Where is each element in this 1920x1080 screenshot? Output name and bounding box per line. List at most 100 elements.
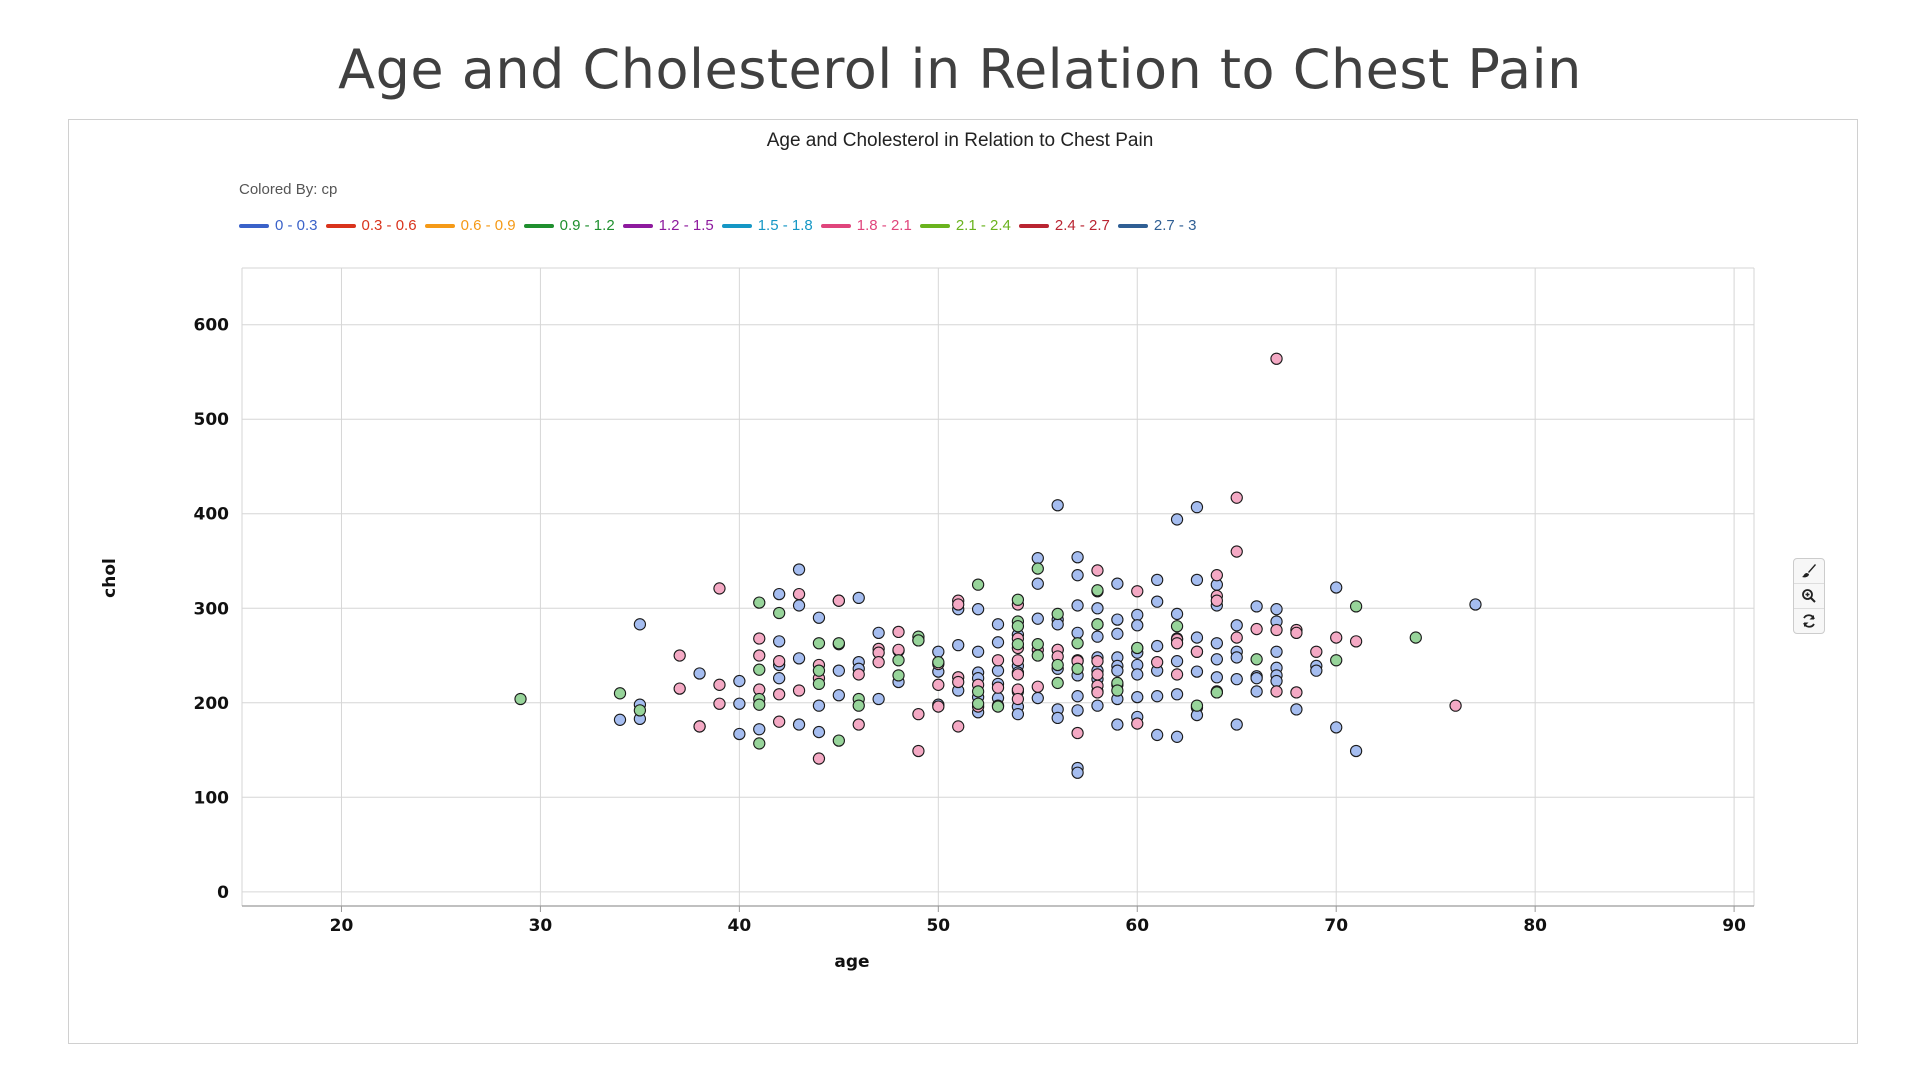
- data-point: [1031, 577, 1044, 590]
- x-tick-label: 60: [1125, 916, 1149, 936]
- data-point: [1151, 639, 1164, 653]
- data-point: [1170, 655, 1184, 668]
- x-axis-label: age: [834, 952, 869, 972]
- data-point: [713, 582, 726, 595]
- data-point: [1330, 721, 1343, 734]
- data-point: [1131, 619, 1144, 632]
- data-point: [1111, 664, 1124, 677]
- data-point: [613, 713, 627, 726]
- data-point: [1051, 618, 1064, 631]
- data-point: [1190, 699, 1204, 712]
- data-point: [1290, 626, 1303, 639]
- data-point: [753, 663, 766, 676]
- x-tick-label: 30: [529, 916, 553, 936]
- legend-item[interactable]: 2.1 - 2.4: [919, 217, 1011, 234]
- data-point: [1111, 577, 1124, 590]
- data-point: [952, 720, 965, 733]
- legend-item[interactable]: 1.2 - 1.5: [622, 217, 714, 234]
- x-tick-label: 90: [1722, 916, 1746, 936]
- data-point: [1210, 686, 1223, 699]
- data-point: [773, 655, 786, 668]
- data-point: [971, 603, 985, 616]
- data-point: [832, 734, 845, 747]
- refresh-icon[interactable]: [1794, 609, 1824, 633]
- data-point: [1131, 668, 1144, 681]
- data-point: [1270, 685, 1283, 698]
- legend-item[interactable]: 0.6 - 0.9: [424, 217, 516, 234]
- data-point: [773, 672, 786, 685]
- legend-swatch: [325, 223, 356, 228]
- data-point: [1230, 718, 1243, 731]
- data-point: [693, 720, 706, 733]
- tick-labels: 20 30 40 50 60 70 80 90 0 100 200 300 400 500 600: [194, 316, 1747, 936]
- data-point: [1170, 730, 1184, 743]
- legend-item[interactable]: 1.5 - 1.8: [721, 217, 813, 234]
- data-point: [1111, 718, 1124, 731]
- legend-label: 0 - 0.3: [275, 217, 318, 234]
- data-point: [673, 682, 686, 695]
- data-point: [1091, 602, 1104, 615]
- data-point: [832, 594, 845, 607]
- legend-swatch: [820, 223, 851, 228]
- data-point: [753, 596, 766, 609]
- data-point: [1170, 607, 1184, 621]
- data-point: [1170, 637, 1184, 650]
- data-point: [1031, 638, 1044, 651]
- data-point: [971, 578, 985, 591]
- zoom-in-icon[interactable]: [1794, 584, 1824, 609]
- data-point: [1071, 551, 1084, 564]
- legend-label: 0.6 - 0.9: [460, 217, 516, 234]
- data-point: [1250, 672, 1263, 685]
- data-point: [1151, 655, 1164, 669]
- data-point: [1111, 613, 1124, 626]
- legend-item[interactable]: 2.4 - 2.7: [1018, 217, 1110, 234]
- axes: [242, 905, 1754, 912]
- data-point: [1051, 658, 1064, 672]
- data-point: [832, 689, 845, 702]
- data-point: [1011, 620, 1025, 633]
- legend-swatch: [919, 223, 950, 228]
- data-point: [1071, 569, 1084, 582]
- data-point: [633, 618, 647, 631]
- data-point: [753, 723, 766, 736]
- x-tick-label: 80: [1523, 916, 1547, 936]
- y-tick-label: 300: [194, 599, 230, 619]
- data-point: [1131, 717, 1144, 730]
- data-point: [932, 645, 945, 658]
- data-point: [792, 684, 806, 697]
- data-point: [1469, 598, 1482, 611]
- data-point: [1031, 562, 1044, 575]
- data-point: [1250, 622, 1263, 636]
- data-point: [1091, 584, 1104, 597]
- data-point: [812, 664, 826, 677]
- data-point: [812, 611, 826, 624]
- data-point: [1071, 690, 1084, 703]
- data-point: [1011, 593, 1025, 606]
- data-point: [1409, 631, 1422, 644]
- data-point: [1011, 654, 1025, 667]
- data-point: [852, 699, 865, 712]
- y-tick-label: 200: [194, 694, 230, 714]
- legend-item[interactable]: 2.7 - 3: [1117, 217, 1196, 234]
- data-point: [932, 655, 945, 669]
- legend-item[interactable]: 0.9 - 1.2: [523, 217, 615, 234]
- data-point: [1270, 352, 1283, 365]
- x-tick-label: 20: [330, 916, 354, 936]
- data-point: [673, 649, 686, 662]
- data-point: [1131, 585, 1144, 598]
- legend-item[interactable]: 0 - 0.3: [239, 217, 318, 234]
- legend-label: 1.8 - 2.1: [856, 217, 912, 234]
- legend-item[interactable]: 1.8 - 2.1: [820, 217, 912, 234]
- legend-item[interactable]: 0.3 - 0.6: [325, 217, 417, 234]
- brush-icon[interactable]: [1794, 559, 1824, 584]
- legend-label: 1.5 - 1.8: [757, 217, 813, 234]
- data-point: [1270, 645, 1283, 658]
- data-point: [1310, 664, 1323, 677]
- y-tick-label: 100: [194, 788, 230, 808]
- data-point: [852, 668, 865, 681]
- data-point: [1131, 608, 1144, 622]
- data-point: [1270, 623, 1283, 637]
- data-point: [872, 626, 885, 639]
- data-point: [1290, 686, 1303, 699]
